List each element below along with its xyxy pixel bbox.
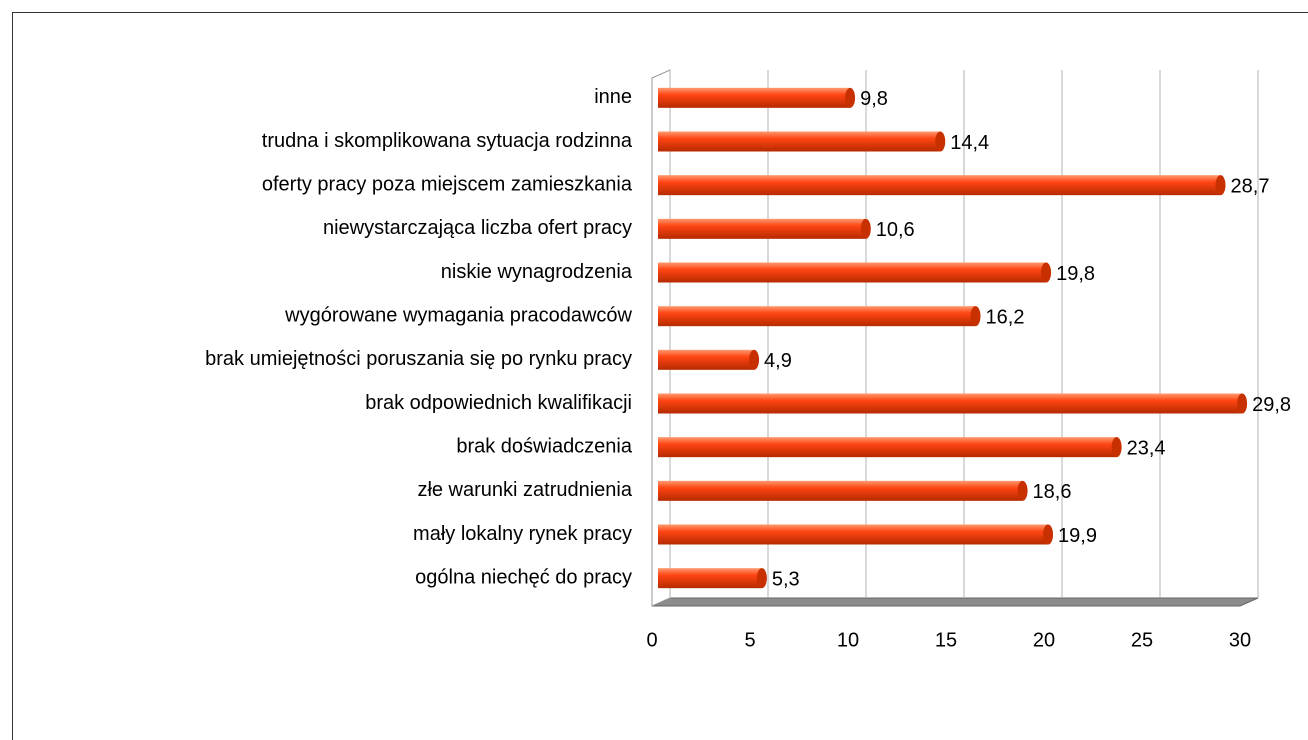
x-tick-label: 30	[1229, 629, 1251, 651]
y-tick-label: brak doświadczenia	[456, 435, 633, 457]
value-label: 5,3	[772, 568, 800, 590]
x-tick-label: 25	[1131, 629, 1153, 651]
bar	[658, 175, 1226, 196]
bar	[658, 524, 1054, 545]
value-label: 9,8	[860, 88, 888, 110]
bar	[658, 480, 1028, 501]
value-label: 14,4	[950, 132, 989, 154]
value-label: 16,2	[986, 306, 1025, 328]
bar	[658, 87, 856, 108]
y-tick-label: złe warunki zatrudnienia	[417, 479, 632, 501]
x-tick-label: 10	[837, 629, 859, 651]
y-tick-label: inne	[594, 86, 632, 108]
y-tick-label: niewystarczająca liczba ofert pracy	[323, 217, 632, 239]
x-tick-label: 15	[935, 629, 957, 651]
value-label: 23,4	[1127, 437, 1166, 459]
y-tick-label: mały lokalny rynek pracy	[413, 523, 632, 545]
x-tick-label: 5	[744, 629, 755, 651]
frame	[12, 12, 1308, 740]
bar	[658, 437, 1122, 458]
y-tick-label: brak umiejętności poruszania się po rynk…	[205, 348, 632, 370]
bar	[658, 349, 760, 370]
value-label: 29,8	[1252, 394, 1291, 416]
y-tick-label: brak odpowiednich kwalifikacji	[365, 392, 632, 414]
y-tick-label: wygórowane wymagania pracodawców	[284, 304, 632, 326]
bar	[658, 131, 946, 152]
y-tick-label: niskie wynagrodzenia	[441, 261, 633, 283]
x-tick-label: 20	[1033, 629, 1055, 651]
value-label: 4,9	[764, 350, 792, 372]
bar	[658, 306, 981, 327]
x-tick-label: 0	[646, 629, 657, 651]
floor	[651, 597, 1259, 607]
value-label: 19,9	[1058, 525, 1097, 547]
bar	[658, 218, 871, 239]
y-tick-label: oferty pracy poza miejscem zamieszkania	[262, 173, 633, 195]
y-tick-label: ogólna niechęć do pracy	[415, 566, 632, 588]
value-label: 10,6	[876, 219, 915, 241]
bar	[658, 262, 1052, 283]
bar	[658, 393, 1248, 414]
value-label: 28,7	[1231, 175, 1270, 197]
value-label: 18,6	[1033, 481, 1072, 503]
bar	[658, 568, 767, 589]
value-label: 19,8	[1056, 263, 1095, 285]
y-tick-label: trudna i skomplikowana sytuacja rodzinna	[262, 130, 633, 152]
